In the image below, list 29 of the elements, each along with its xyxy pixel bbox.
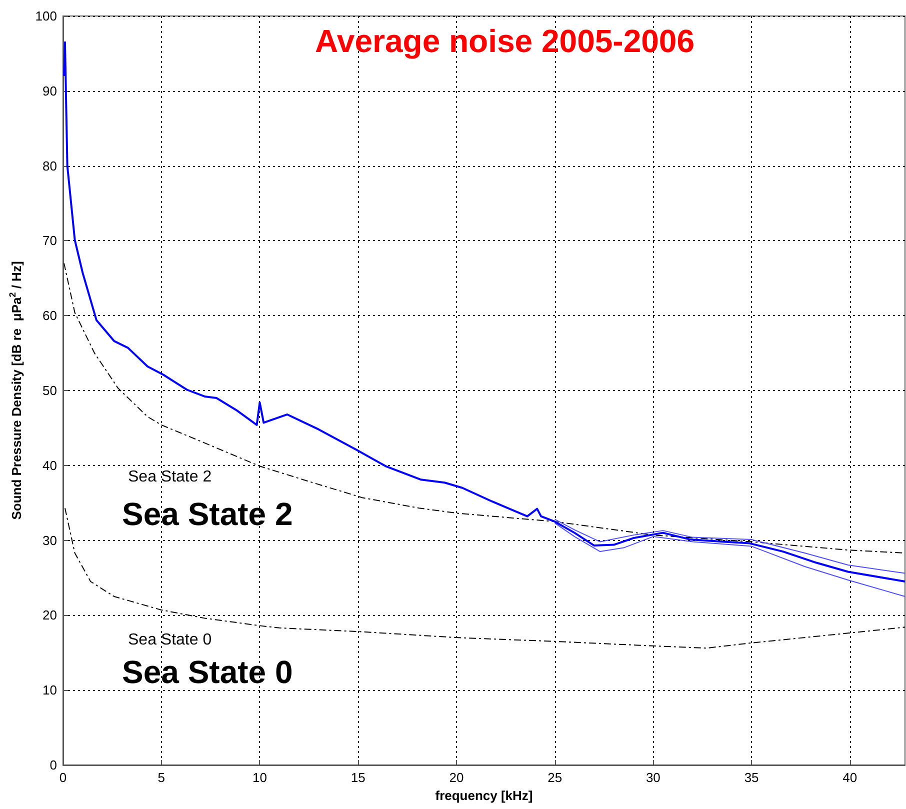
chart-title: Average noise 2005-2006 [315,23,694,59]
x-tick-label: 30 [646,770,660,785]
x-tick-label: 20 [449,770,464,785]
annotation: Sea State 0 [128,632,212,648]
y-tick-label: 40 [42,458,57,473]
y-axis-title: Sound Pressure Density [dB re μPa2 / Hz] [8,261,24,520]
x-axis-title: frequency [kHz] [435,788,533,803]
y-tick-label: 30 [42,532,57,548]
y-tick-label: 20 [42,608,57,623]
line-series [554,522,906,597]
y-tick-label: 70 [42,233,57,248]
x-tick-label: 5 [158,770,165,785]
x-tick-label: 10 [252,770,267,785]
line-series [554,518,906,574]
annotation: Sea State 0 [122,654,293,690]
y-tick-label: 0 [50,758,57,772]
y-tick-label: 50 [42,383,57,398]
annotation: Sea State 2 [128,468,212,486]
x-tick-label: 40 [842,770,858,785]
y-tick-label: 100 [35,8,57,24]
y-tick-label: 80 [42,158,57,174]
annotation: Sea State 2 [122,496,293,532]
y-tick-label: 10 [42,682,57,698]
x-tick-label: 35 [744,770,759,785]
y-tick-label: 60 [42,308,57,324]
x-tick-label: 25 [548,770,562,785]
x-tick-label: 0 [59,770,67,785]
x-tick-label: 15 [350,770,366,785]
y-tick-label: 90 [42,83,57,98]
